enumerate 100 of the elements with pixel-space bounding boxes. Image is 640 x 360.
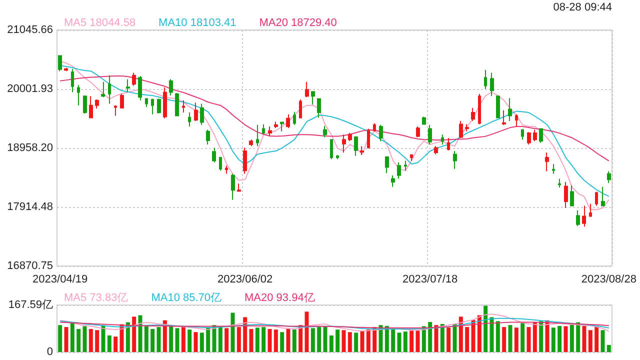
bar — [410, 330, 414, 352]
bar — [101, 325, 106, 352]
y-tick-label: 167.59亿 — [8, 299, 53, 311]
candlestick — [416, 126, 420, 138]
bar — [274, 330, 278, 352]
candlestick — [299, 98, 302, 119]
candlestick — [595, 191, 598, 206]
bar — [107, 335, 112, 352]
bar — [606, 344, 611, 352]
bar — [286, 329, 290, 352]
candlestick — [330, 139, 333, 160]
candlestick — [385, 156, 389, 174]
candlestick — [95, 98, 99, 110]
bar — [452, 324, 457, 352]
candlestick — [175, 92, 179, 116]
candlestick — [280, 122, 284, 132]
y-tick-label: 16870.75 — [7, 260, 53, 272]
candlestick — [515, 114, 518, 128]
candlestick — [323, 125, 327, 138]
bar — [588, 330, 592, 352]
candlestick — [89, 96, 93, 118]
bar — [82, 326, 87, 352]
bar — [570, 323, 574, 352]
x-tick-label: 2023/07/18 — [402, 274, 458, 286]
bar — [169, 325, 174, 352]
candlestick — [564, 181, 568, 209]
bar — [397, 332, 402, 352]
candlestick — [243, 147, 247, 174]
bar — [114, 336, 118, 352]
candlestick — [114, 104, 117, 116]
bar — [304, 312, 309, 352]
candlestick — [286, 114, 290, 129]
candlestick — [83, 95, 87, 114]
candlestick — [508, 98, 512, 122]
bar — [354, 332, 358, 352]
bar — [484, 306, 488, 352]
candlestick — [607, 170, 611, 184]
bar — [391, 330, 396, 352]
bar — [384, 326, 389, 352]
bar — [434, 325, 438, 352]
bar — [218, 327, 222, 352]
bar — [126, 322, 130, 352]
bar — [428, 322, 432, 352]
candlestick — [256, 124, 259, 147]
candlestick — [502, 110, 506, 126]
bar — [336, 330, 340, 352]
candlestick — [533, 129, 537, 142]
bar — [366, 330, 370, 352]
bar — [576, 322, 580, 352]
candlestick — [101, 81, 105, 98]
bar — [496, 321, 500, 352]
candlestick — [478, 93, 481, 125]
candlestick — [120, 93, 124, 110]
bar — [262, 327, 266, 352]
candlestick — [194, 102, 198, 122]
bar — [156, 327, 161, 352]
candlestick — [64, 67, 68, 72]
candlestick — [219, 156, 222, 172]
bar — [403, 332, 408, 352]
candlestick — [490, 72, 494, 97]
candlestick — [465, 124, 469, 132]
candlestick — [145, 98, 148, 108]
y-tick-label: 17914.48 — [7, 201, 53, 213]
bar — [194, 332, 198, 352]
candlestick — [576, 210, 580, 227]
bar — [88, 329, 93, 352]
bar — [64, 327, 68, 352]
candlestick — [237, 183, 241, 192]
candlestick — [360, 146, 364, 156]
candlestick — [58, 54, 62, 72]
text: MA5 18044.58 — [64, 17, 136, 29]
bar — [138, 315, 142, 352]
bar — [465, 327, 470, 352]
bar — [520, 323, 525, 352]
bar — [342, 330, 346, 352]
candlestick — [262, 124, 265, 136]
bar — [477, 315, 482, 352]
bar — [323, 326, 328, 352]
bar — [162, 320, 167, 352]
text: MA10 18103.41 — [158, 17, 236, 29]
candlestick — [206, 129, 210, 145]
candlestick — [589, 203, 592, 218]
bar — [236, 327, 241, 352]
bar — [310, 328, 315, 352]
bar — [471, 320, 476, 352]
bar — [502, 327, 506, 352]
bar — [508, 325, 512, 352]
candlestick — [484, 70, 487, 90]
bar — [348, 332, 352, 352]
candlestick — [367, 128, 370, 149]
bar — [200, 332, 204, 352]
candlestick — [71, 68, 74, 93]
candlestick — [182, 100, 185, 114]
candlestick — [169, 78, 173, 96]
candlestick — [558, 178, 561, 188]
candlestick — [404, 160, 407, 172]
bar — [446, 328, 451, 352]
bar — [416, 330, 420, 352]
series-label: MA20 93.94亿 — [244, 292, 315, 304]
candlestick — [336, 154, 339, 160]
